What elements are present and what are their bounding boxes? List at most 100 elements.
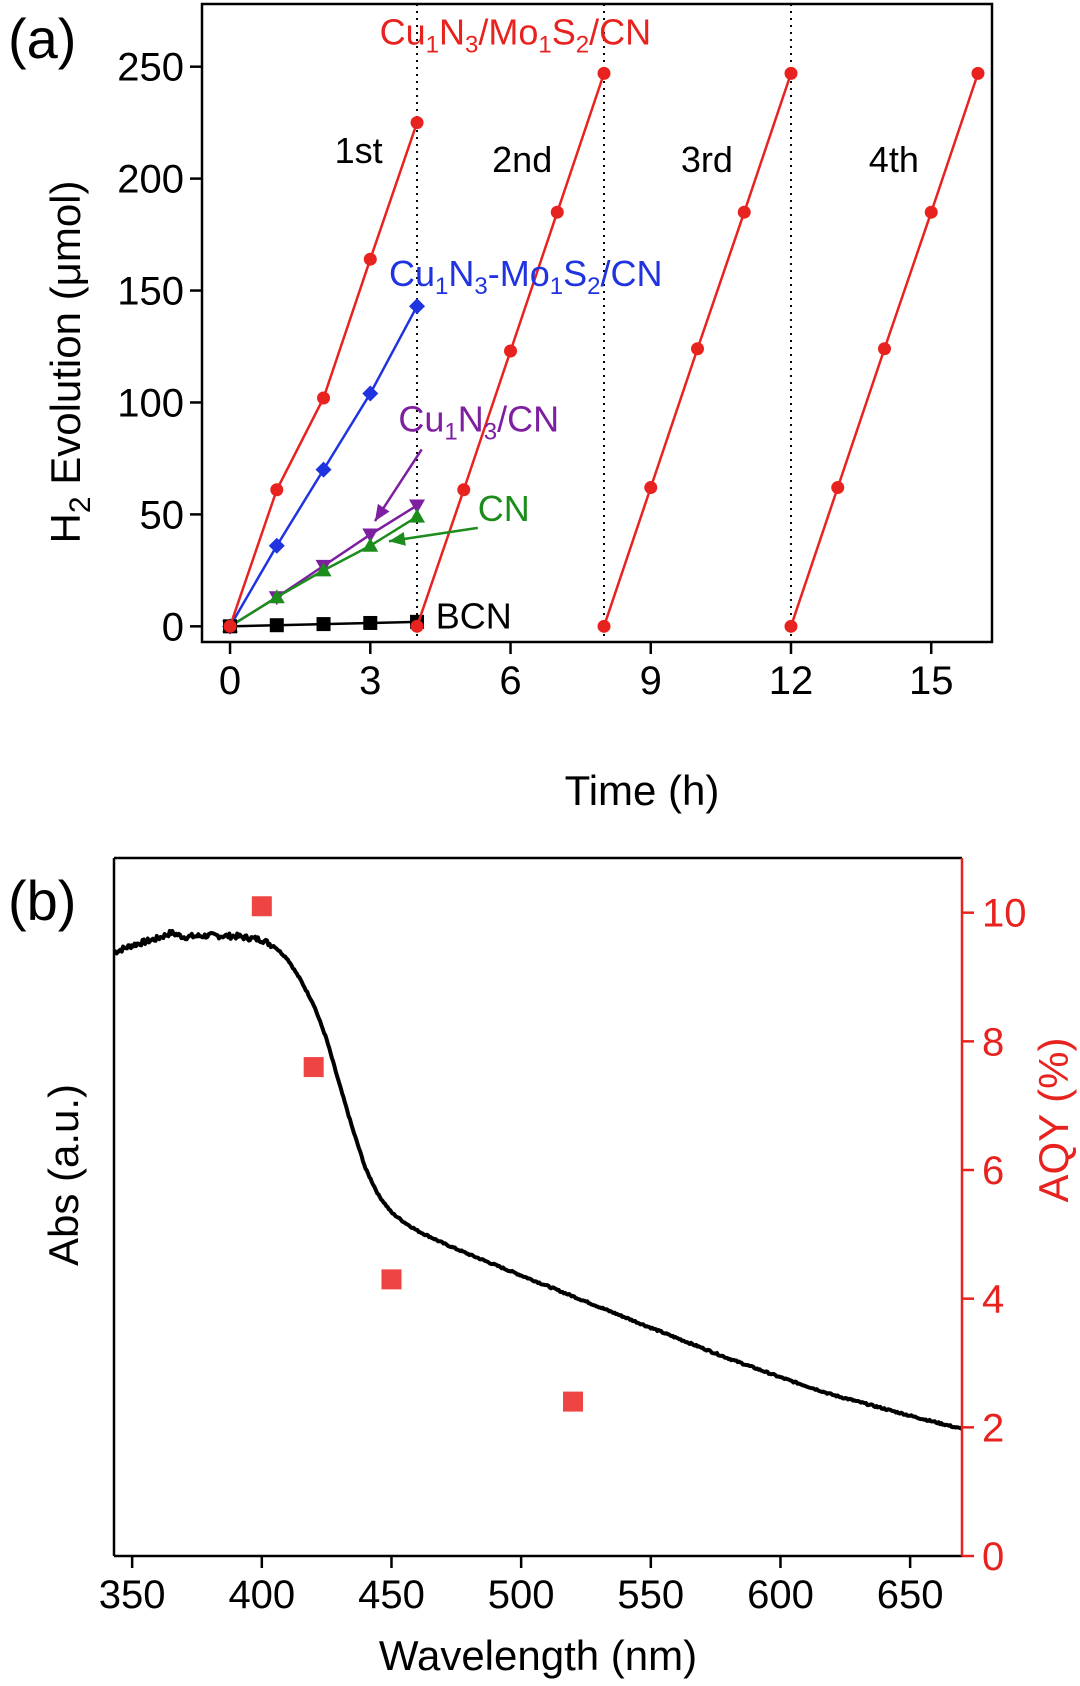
subscript: 2	[587, 273, 600, 300]
cycle-label: 2nd	[492, 139, 552, 180]
y-tick-label: 250	[117, 46, 184, 90]
subscript: 2	[576, 31, 589, 58]
cycle-boundaries	[416, 4, 792, 642]
plot-frame-a	[200, 2, 994, 644]
x-tick-label: 0	[219, 659, 241, 703]
data-point	[362, 537, 379, 552]
y-tick-label: 100	[117, 381, 184, 425]
subscript: 3	[474, 273, 487, 300]
subscript: 3	[465, 31, 478, 58]
y-tick-label: 200	[117, 158, 184, 202]
aqy-point	[251, 896, 272, 917]
data-point	[409, 499, 426, 514]
label-text: CN	[478, 488, 530, 529]
data-point	[409, 508, 426, 523]
right-y-tick-label: 2	[982, 1406, 1004, 1450]
data-point	[410, 619, 424, 633]
panel-b: (b) 350 400 450 500 550 600 650 0 2 4 6 8 10 Wavelen…	[8, 856, 1077, 1679]
x-tick-label: 3	[359, 659, 381, 703]
series-label-bcn: BCN	[436, 596, 512, 637]
x-tick-label: 12	[769, 659, 814, 703]
data-point	[504, 344, 518, 358]
label-text: S	[563, 253, 587, 294]
tick-group-b: 350 400 450 500 550 600 650 0 2 4 6 8 10	[99, 892, 1027, 1617]
data-point	[363, 252, 377, 266]
x-tick-label: 350	[99, 1573, 166, 1617]
label-text: S	[552, 11, 576, 52]
annotation-arrow	[373, 448, 423, 522]
subscript: 1	[426, 31, 439, 58]
subscript: 1	[550, 273, 563, 300]
subscript: 1	[538, 31, 551, 58]
label-text: /CN	[600, 253, 662, 294]
data-point	[597, 66, 611, 80]
label-text: Cu	[380, 11, 426, 52]
x-tick-label: 450	[358, 1573, 425, 1617]
series-label-cn: CN	[478, 488, 530, 529]
y-axis-title-a-sub: 2	[64, 496, 97, 513]
cycle-label: 4th	[869, 139, 919, 180]
subscript: 3	[484, 419, 497, 446]
data-point	[457, 483, 471, 497]
data-point	[924, 205, 938, 219]
x-tick-label: 6	[499, 659, 521, 703]
series-cu1n3-mo1s2-cn	[223, 66, 985, 633]
aqy-point	[303, 1057, 324, 1078]
data-point	[831, 481, 845, 495]
subscript: 1	[444, 419, 457, 446]
x-tick-label: 600	[747, 1573, 814, 1617]
y-tick-label: 50	[140, 493, 185, 537]
arrow-head	[388, 531, 406, 546]
data-point	[268, 589, 285, 604]
data-point	[223, 619, 237, 633]
data-point	[410, 116, 424, 130]
x-axis-title-b: Wavelength (nm)	[379, 1632, 697, 1679]
absorbance-curve	[112, 928, 963, 1431]
y-axis-title-right-b: AQY (%)	[1030, 1038, 1077, 1203]
data-point	[550, 205, 564, 219]
series-labels: Cu1N3/Mo1S2/CNCu1N3-Mo1S2/CNCu1N3/CNCNBC…	[335, 11, 919, 636]
data-point	[269, 618, 284, 633]
panel-b-label: (b)	[8, 869, 76, 932]
data-point	[362, 528, 379, 543]
y-axis-title-a-part: H	[42, 513, 89, 543]
data-point	[737, 205, 751, 219]
plot-frame	[200, 2, 994, 644]
data-point	[315, 461, 332, 478]
label-text: Cu	[398, 399, 444, 440]
arrow-head	[374, 503, 390, 522]
y-tick-label: 0	[162, 605, 184, 649]
data-point	[363, 615, 378, 630]
y-axis-title-a: H2 Evolution (μmol)	[42, 181, 97, 544]
series-label-cu1n3-cn: Cu1N3/CN	[398, 399, 559, 446]
data-point	[784, 66, 798, 80]
data-point	[270, 483, 284, 497]
label-text: -Mo	[488, 253, 550, 294]
data-point	[315, 562, 332, 577]
x-tick-label: 650	[877, 1573, 944, 1617]
label-text: N	[448, 253, 474, 294]
right-y-tick-label: 4	[982, 1278, 1004, 1322]
data-point	[971, 66, 985, 80]
data-point	[644, 481, 658, 495]
series-cn	[222, 508, 426, 633]
aqy-point	[563, 1391, 584, 1412]
aqy-points-group	[251, 896, 584, 1412]
aqy-point	[381, 1269, 402, 1290]
panel-a-label: (a)	[8, 7, 76, 70]
series-label-cu1n3-mo1s2-cn: Cu1N3-Mo1S2/CN	[389, 253, 662, 300]
data-point	[316, 617, 331, 632]
cycle-label: 1st	[335, 130, 383, 171]
x-tick-label: 550	[617, 1573, 684, 1617]
y-axis-title-a-rest: Evolution (μmol)	[42, 181, 89, 497]
x-tick-label: 400	[228, 1573, 295, 1617]
right-y-tick-label: 10	[982, 892, 1027, 936]
y-tick-label: 150	[117, 270, 184, 314]
data-point	[877, 342, 891, 356]
absorbance-curve-group	[112, 928, 963, 1431]
right-y-tick-label: 0	[982, 1535, 1004, 1579]
right-y-tick-label: 6	[982, 1149, 1004, 1193]
subscript: 1	[435, 273, 448, 300]
